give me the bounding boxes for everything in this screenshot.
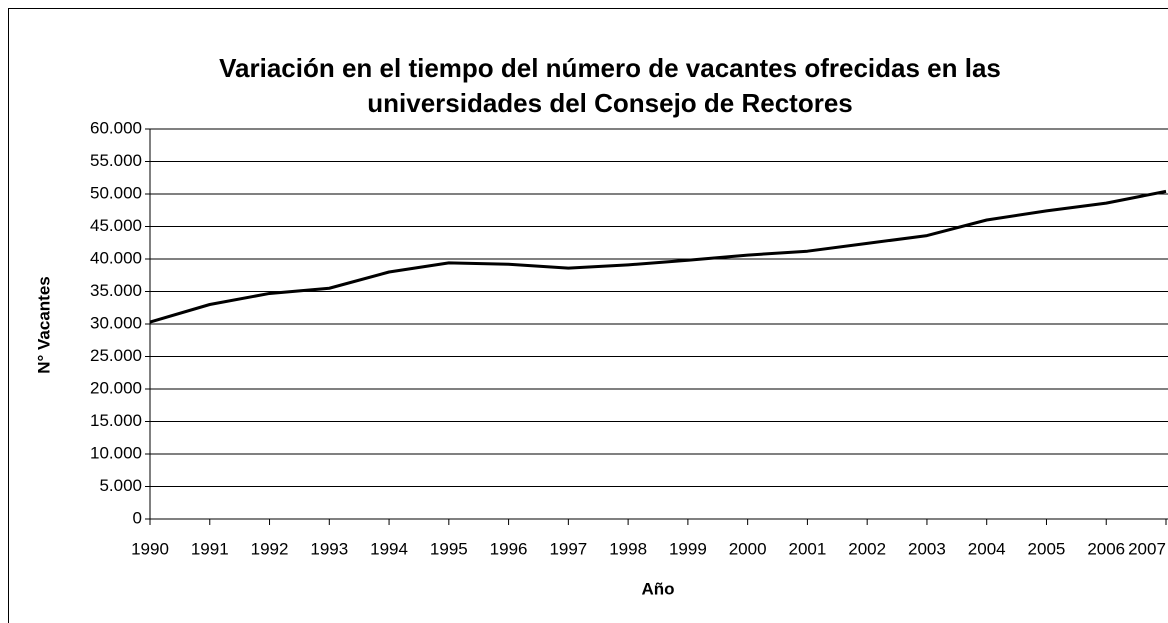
x-tick-label: 2005: [1028, 539, 1066, 558]
x-tick-label: 2003: [908, 539, 946, 558]
y-tick-label: 20.000: [90, 378, 142, 397]
y-tick-label: 15.000: [90, 411, 142, 430]
y-tick-label: 55.000: [90, 151, 142, 170]
x-tick-label: 1993: [310, 539, 348, 558]
chart-frame: [8, 8, 1168, 623]
y-tick-label: 45.000: [90, 216, 142, 235]
y-tick-label: 50.000: [90, 183, 142, 202]
y-tick-label: 0: [133, 508, 142, 527]
x-tick-label: 2002: [848, 539, 886, 558]
chart-title: universidades del Consejo de Rectores: [367, 88, 853, 118]
x-tick-label: 1992: [251, 539, 289, 558]
y-axis-title: N° Vacantes: [34, 276, 53, 374]
y-tick-label: 35.000: [90, 281, 142, 300]
x-tick-label: 2000: [729, 539, 767, 558]
x-tick-label: 1990: [131, 539, 169, 558]
y-tick-label: 5.000: [99, 476, 142, 495]
x-tick-label: 1996: [490, 539, 528, 558]
x-tick-label: 1997: [549, 539, 587, 558]
x-tick-label: 2004: [968, 539, 1006, 558]
x-tick-label: 1994: [370, 539, 408, 558]
x-tick-label: 1998: [609, 539, 647, 558]
x-tick-label: 1995: [430, 539, 468, 558]
x-tick-label: 1991: [191, 539, 229, 558]
x-tick-label: 1999: [669, 539, 707, 558]
y-tick-label: 25.000: [90, 346, 142, 365]
x-axis-title: Año: [641, 579, 674, 598]
chart-title: Variación en el tiempo del número de vac…: [219, 53, 1001, 83]
y-tick-label: 40.000: [90, 248, 142, 267]
y-tick-label: 60.000: [90, 118, 142, 137]
y-tick-label: 10.000: [90, 443, 142, 462]
data-line: [149, 189, 1167, 324]
x-tick-label: 2006: [1087, 539, 1125, 558]
y-tick-label: 30.000: [90, 313, 142, 332]
x-tick-label: 2007: [1128, 539, 1166, 558]
x-tick-label: 2001: [788, 539, 826, 558]
